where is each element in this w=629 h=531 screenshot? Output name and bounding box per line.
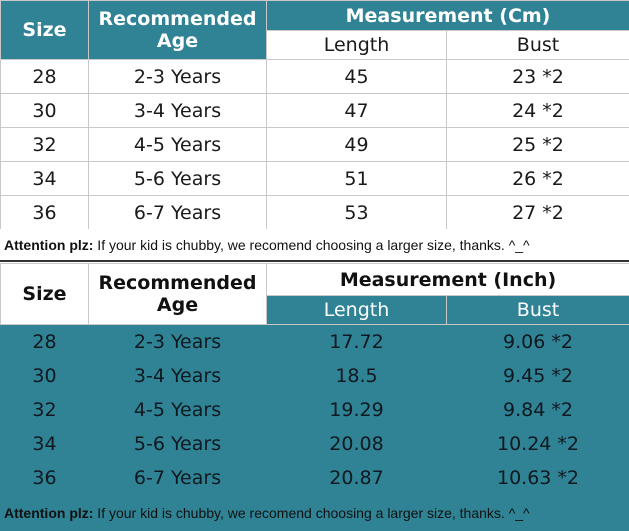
bust-cell: 23 *2	[445, 59, 629, 94]
bust-cell: 26 *2	[445, 161, 629, 196]
age-cell: 5-6 Years	[88, 426, 267, 461]
length-cell: 51	[266, 161, 447, 196]
length-cell: 17.72	[266, 324, 447, 359]
measurement-header: Measurement (Inch)	[266, 263, 629, 296]
table-row: 32 4-5 Years 49 25 *2	[0, 127, 629, 162]
size-cell: 36	[0, 460, 89, 495]
attention-text: If your kid is chubby, we recomend choos…	[93, 237, 530, 253]
bust-cell: 27 *2	[445, 195, 629, 230]
attention-label: Attention plz:	[4, 505, 94, 521]
measurement-header: Measurement (Cm)	[265, 0, 629, 31]
size-cell: 28	[0, 324, 89, 359]
length-cell: 53	[266, 195, 447, 230]
table-row: 30 3-4 Years 47 24 *2	[0, 93, 629, 128]
length-header: Length	[266, 30, 447, 60]
age-header: Recommended Age	[88, 0, 267, 60]
size-cell: 34	[0, 426, 89, 461]
table-row: 36 6-7 Years 20.87 10.63 *2	[0, 460, 629, 495]
size-header: Size	[0, 0, 89, 60]
size-cell: 34	[0, 161, 89, 196]
age-cell: 3-4 Years	[88, 358, 267, 393]
length-cell: 18.5	[266, 358, 447, 393]
age-cell: 4-5 Years	[88, 127, 267, 162]
size-cell: 30	[0, 93, 89, 128]
age-cell: 2-3 Years	[88, 324, 267, 359]
table-row: 32 4-5 Years 19.29 9.84 *2	[0, 392, 629, 427]
length-cell: 20.08	[266, 426, 447, 461]
attention-text: If your kid is chubby, we recomend choos…	[93, 505, 530, 521]
bust-header: Bust	[446, 295, 629, 325]
size-cell: 32	[0, 392, 89, 427]
age-header: Recommended Age	[88, 263, 267, 325]
size-cell: 32	[0, 127, 89, 162]
age-cell: 3-4 Years	[88, 93, 267, 128]
bust-cell: 24 *2	[445, 93, 629, 128]
bust-cell: 9.45 *2	[446, 358, 629, 393]
age-cell: 6-7 Years	[88, 460, 267, 495]
size-cell: 36	[0, 195, 89, 230]
bust-cell: 9.06 *2	[446, 324, 629, 359]
bust-cell: 9.84 *2	[446, 392, 629, 427]
table-row: 34 5-6 Years 20.08 10.24 *2	[0, 426, 629, 461]
table-row: 28 2-3 Years 17.72 9.06 *2	[0, 324, 629, 359]
cm-size-table: Size Recommended Age Measurement (Cm) Le…	[0, 0, 629, 230]
inch-size-table: Size Recommended Age Measurement (Inch) …	[0, 263, 629, 495]
bust-cell: 10.63 *2	[446, 460, 629, 495]
bust-cell: 25 *2	[445, 127, 629, 162]
attention-note: Attention plz: If your kid is chubby, we…	[0, 229, 629, 262]
length-cell: 19.29	[266, 392, 447, 427]
table-row: 30 3-4 Years 18.5 9.45 *2	[0, 358, 629, 393]
bust-header: Bust	[445, 30, 629, 60]
size-header: Size	[0, 263, 89, 325]
table-row: 28 2-3 Years 45 23 *2	[0, 59, 629, 94]
age-cell: 2-3 Years	[88, 59, 267, 94]
bust-cell: 10.24 *2	[446, 426, 629, 461]
attention-label: Attention plz:	[4, 237, 94, 253]
size-cell: 30	[0, 358, 89, 393]
attention-note: Attention plz: If your kid is chubby, we…	[0, 495, 629, 531]
table-row: 36 6-7 Years 53 27 *2	[0, 195, 629, 230]
age-cell: 5-6 Years	[88, 161, 267, 196]
length-cell: 20.87	[266, 460, 447, 495]
length-cell: 49	[266, 127, 447, 162]
length-cell: 47	[266, 93, 447, 128]
table-row: 34 5-6 Years 51 26 *2	[0, 161, 629, 196]
length-cell: 45	[266, 59, 447, 94]
age-cell: 4-5 Years	[88, 392, 267, 427]
size-cell: 28	[0, 59, 89, 94]
age-cell: 6-7 Years	[88, 195, 267, 230]
length-header: Length	[266, 295, 447, 325]
